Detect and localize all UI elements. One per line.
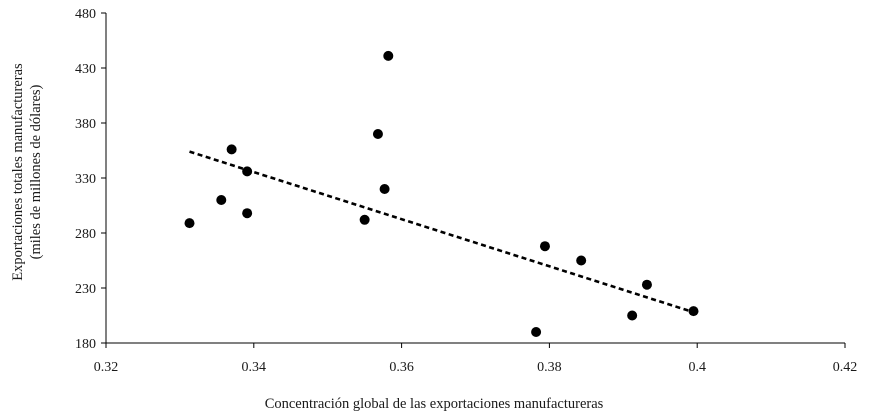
x-tick-label: 0.4 — [688, 360, 706, 375]
data-point — [576, 255, 587, 266]
data-point — [688, 306, 699, 317]
x-tick-label: 0.36 — [389, 360, 414, 375]
data-point — [379, 184, 390, 194]
data-point — [184, 218, 195, 229]
trendline-layer — [189, 150, 694, 314]
data-point — [641, 279, 652, 290]
y-tick-label: 380 — [75, 117, 96, 132]
data-point — [627, 310, 638, 321]
data-point — [242, 166, 253, 177]
data-point — [372, 129, 383, 139]
data-point — [216, 195, 227, 205]
y-axis-title-line-1: Exportaciones totales manufactureras — [10, 63, 26, 281]
data-point — [359, 214, 370, 225]
data-point — [383, 50, 394, 61]
y-tick-label: 430 — [75, 62, 96, 77]
data-point — [226, 144, 237, 155]
data-points — [184, 50, 699, 337]
y-axis-title-line-2: (miles de millones de dólares) — [28, 84, 44, 259]
data-point — [539, 241, 550, 252]
axis-titles: Concentración global de las exportacione… — [10, 63, 604, 412]
data-point — [531, 327, 542, 337]
y-tick-label: 280 — [75, 227, 96, 242]
axes — [101, 12, 846, 348]
y-tick-label: 180 — [75, 337, 96, 352]
tick-labels: 180 230 280 330 380 430 480 0.32 0.34 0.36 0.38 0.4… — [75, 7, 857, 375]
x-tick-label: 0.42 — [833, 360, 858, 375]
trendline — [189, 150, 694, 314]
data-point — [242, 208, 253, 219]
y-tick-label: 230 — [75, 282, 96, 297]
x-tick-label: 0.38 — [537, 360, 562, 375]
y-tick-label: 480 — [75, 7, 96, 22]
y-tick-label: 330 — [75, 172, 96, 187]
x-tick-label: 0.32 — [94, 360, 119, 375]
x-axis-title: Concentración global de las exportacione… — [265, 396, 604, 412]
x-tick-label: 0.34 — [242, 360, 267, 375]
